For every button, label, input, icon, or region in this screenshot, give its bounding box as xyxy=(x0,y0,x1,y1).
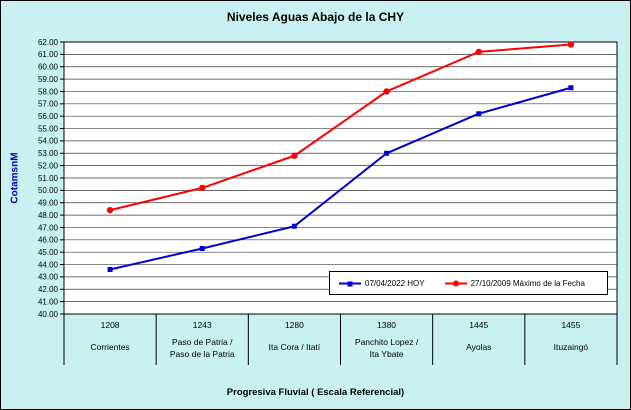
chart-title: Niveles Aguas Abajo de la CHY xyxy=(226,10,405,24)
x-name-label: Paso de la Patria xyxy=(170,349,235,359)
legend-key-marker xyxy=(452,280,459,286)
y-tick-label: 58.00 xyxy=(38,87,59,96)
legend-entry-max: 27/10/2009 Máximo de la Fecha xyxy=(444,278,585,288)
y-tick-label: 43.00 xyxy=(38,273,59,282)
y-tick-label: 50.00 xyxy=(38,186,59,195)
y-tick-label: 56.00 xyxy=(38,112,59,121)
x-axis-title: Progresiva Fluvial ( Escala Referencial) xyxy=(226,387,405,398)
legend-label-today: 07/04/2022 HOY xyxy=(365,278,425,288)
y-tick-label: 52.00 xyxy=(38,161,59,170)
marker-square xyxy=(107,266,113,272)
x-name-label: Ayolas xyxy=(466,342,491,352)
y-axis-title: CotamsnM xyxy=(9,152,21,204)
y-tick-label: 46.00 xyxy=(38,236,59,245)
marker-circle xyxy=(106,206,114,214)
legend-label-max: 27/10/2009 Máximo de la Fecha xyxy=(470,278,585,288)
marker-circle xyxy=(567,41,575,48)
marker-square xyxy=(199,245,205,251)
y-tick-label: 59.00 xyxy=(38,75,59,84)
y-tick-label: 57.00 xyxy=(38,100,59,109)
legend-entry-today: 07/04/2022 HOY xyxy=(339,279,425,288)
x-km-label: 1445 xyxy=(469,320,488,330)
x-name-label: Ita Cora / Itatí xyxy=(269,342,321,352)
y-tick-label: 55.00 xyxy=(38,124,59,133)
marker-square xyxy=(291,223,297,229)
y-tick-label: 44.00 xyxy=(38,260,59,269)
x-name-label: Paso de Patria / xyxy=(172,337,233,347)
x-km-label: 1455 xyxy=(561,320,580,330)
x-km-label: 1243 xyxy=(193,320,212,330)
y-tick-label: 53.00 xyxy=(38,149,59,158)
x-name-label: Corrientes xyxy=(90,342,129,352)
x-name-label: Ita Ybate xyxy=(370,349,404,359)
marker-square xyxy=(568,85,574,91)
marker-circle xyxy=(475,48,482,56)
y-tick-label: 48.00 xyxy=(38,211,59,220)
marker-circle xyxy=(383,88,390,95)
x-name-label: Ituzaingó xyxy=(554,342,589,352)
legend-key-marker xyxy=(347,281,353,286)
y-tick-label: 54.00 xyxy=(38,137,59,146)
legend-key-max xyxy=(444,279,467,288)
x-km-label: 1208 xyxy=(101,320,120,330)
x-km-label: 1280 xyxy=(285,320,304,330)
y-tick-label: 47.00 xyxy=(38,223,59,232)
y-tick-label: 61.00 xyxy=(38,50,59,59)
y-tick-label: 45.00 xyxy=(38,248,59,257)
y-tick-label: 41.00 xyxy=(38,297,59,306)
x-name-label: Panchito Lopez / xyxy=(355,337,419,347)
y-tick-label: 40.00 xyxy=(38,310,59,319)
legend-key-graphic xyxy=(339,281,361,286)
y-tick-label: 60.00 xyxy=(38,63,59,72)
series-line-0 xyxy=(109,86,572,271)
marker-square xyxy=(476,111,482,117)
marker-circle xyxy=(291,152,298,159)
marker-square xyxy=(384,150,390,156)
x-km-label: 1380 xyxy=(377,320,396,330)
series-line-1 xyxy=(109,43,572,212)
legend-key-today xyxy=(339,279,361,288)
y-tick-label: 51.00 xyxy=(38,174,59,183)
legend-key-graphic xyxy=(444,280,467,286)
legend: 07/04/2022 HOY 27/10/2009 Máximo de la F… xyxy=(329,271,608,295)
y-tick-label: 42.00 xyxy=(38,285,59,294)
marker-circle xyxy=(199,184,206,192)
y-tick-label: 62.00 xyxy=(38,38,59,47)
y-tick-label: 49.00 xyxy=(38,199,59,208)
